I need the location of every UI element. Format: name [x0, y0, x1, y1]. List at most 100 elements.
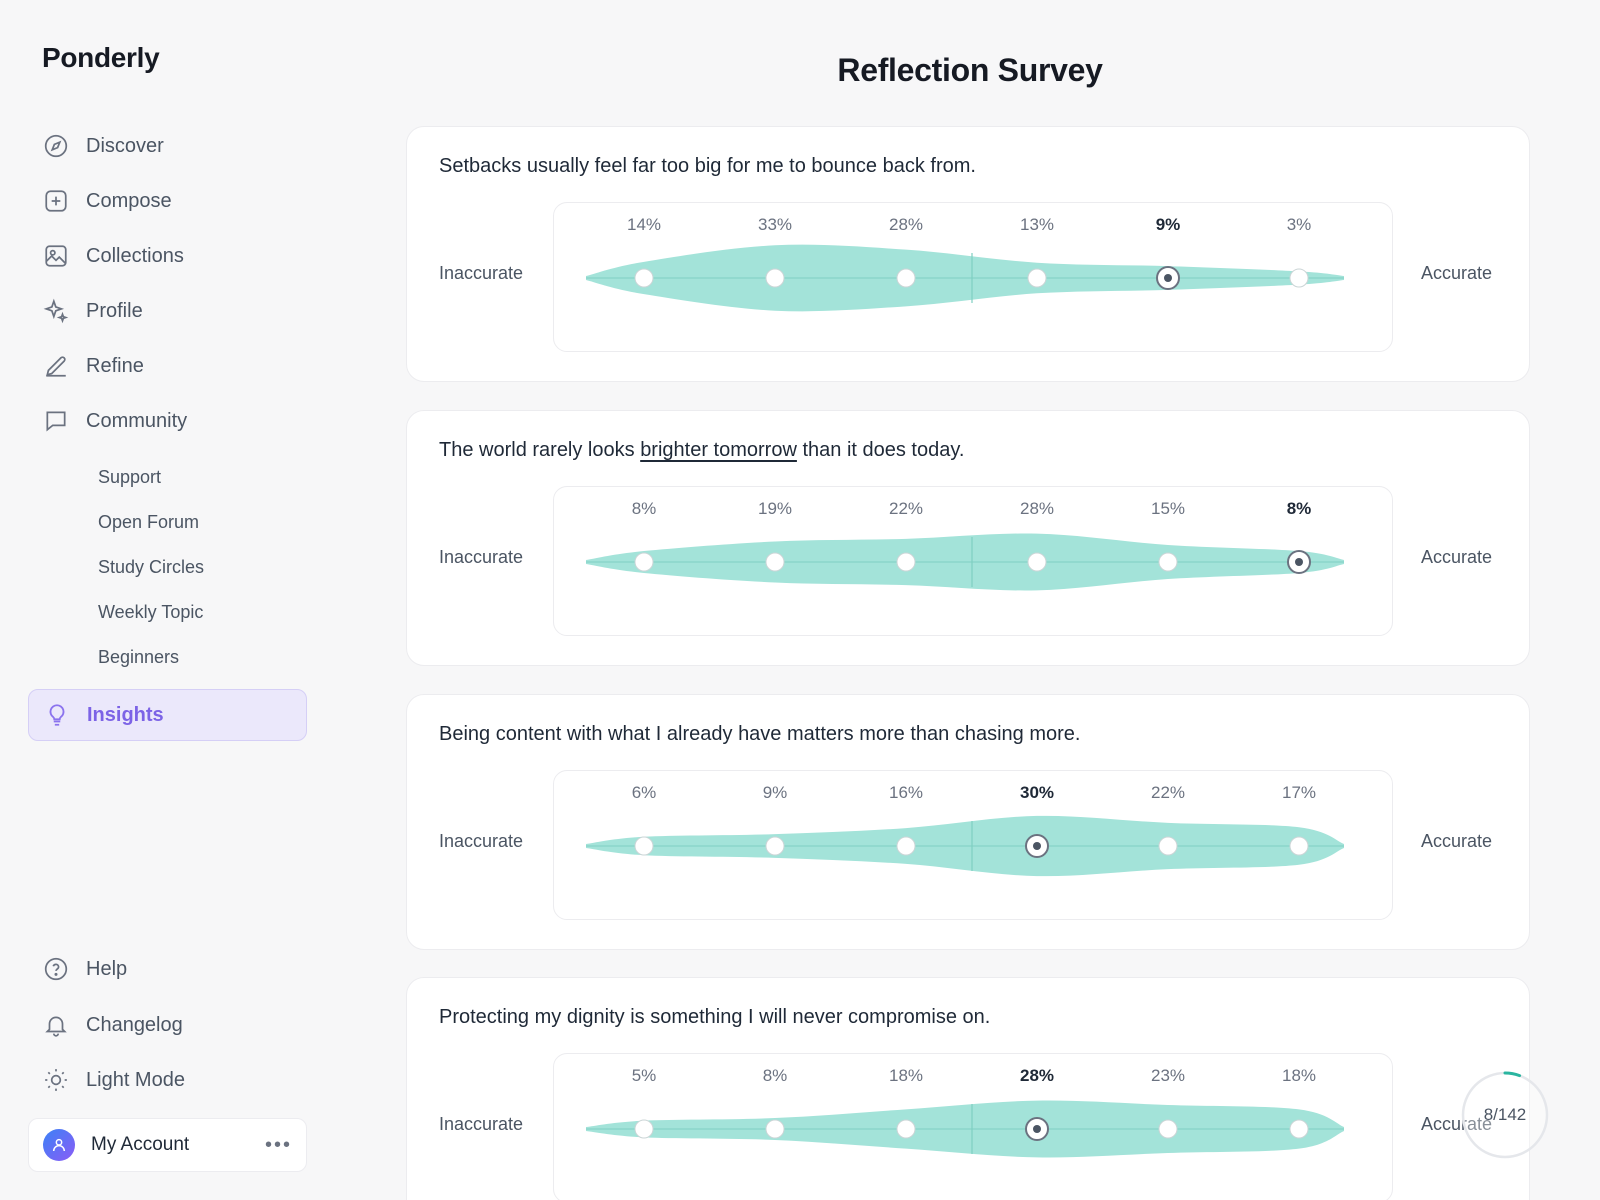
percent-label: 15% — [1150, 499, 1186, 518]
nav-community[interactable]: Community — [42, 401, 187, 441]
percent-label: 9% — [1155, 215, 1181, 234]
percent-label: 19% — [757, 499, 793, 518]
account-button[interactable]: My Account ••• — [28, 1118, 307, 1172]
compass-icon — [42, 132, 70, 160]
image-icon — [42, 242, 70, 270]
nav-label: Compose — [86, 189, 172, 212]
nav-label: Light Mode — [86, 1068, 185, 1091]
nav-profile[interactable]: Profile — [42, 291, 143, 331]
option-radio[interactable] — [1289, 268, 1309, 288]
option-radio[interactable] — [634, 268, 654, 288]
question-text-part: than it does today. — [796, 439, 965, 461]
distribution-violin — [586, 533, 1344, 591]
brand-logo: Ponderly — [42, 42, 160, 73]
scale-label-left: Inaccurate — [439, 263, 524, 283]
percent-label: 16% — [888, 783, 924, 802]
nav-label: Changelog — [86, 1013, 183, 1036]
option-radio[interactable] — [634, 836, 654, 856]
account-label: My Account — [91, 1134, 190, 1155]
question-text: Protecting my dignity is something I wil… — [439, 1006, 990, 1029]
option-radio-selected[interactable] — [1156, 266, 1180, 290]
nav-refine[interactable]: Refine — [42, 346, 144, 386]
sparkle-icon — [42, 297, 70, 325]
question-link[interactable]: brighter tomorrow — [640, 439, 797, 461]
option-radio[interactable] — [1027, 552, 1047, 572]
pencil-icon — [42, 352, 70, 380]
nav-label: Community — [86, 409, 188, 432]
progress-ring — [1461, 1071, 1549, 1159]
nav-label: Discover — [86, 134, 164, 157]
option-radio[interactable] — [896, 268, 916, 288]
nav-discover[interactable]: Discover — [42, 126, 164, 166]
option-radio[interactable] — [896, 1119, 916, 1139]
sub-item-study-circles[interactable]: Study Circles — [98, 557, 205, 577]
option-radio-selected[interactable] — [1287, 550, 1311, 574]
scale-label-right: Accurate — [1421, 1114, 1493, 1134]
scale-label-right: Accurate — [1421, 547, 1493, 567]
sub-item-weekly-topic[interactable]: Weekly Topic — [98, 602, 204, 622]
nav-collections[interactable]: Collections — [42, 236, 184, 276]
percent-label: 13% — [1019, 215, 1055, 234]
percent-label: 22% — [888, 499, 924, 518]
option-radio[interactable] — [1027, 268, 1047, 288]
option-radio[interactable] — [1158, 836, 1178, 856]
option-radio[interactable] — [1289, 836, 1309, 856]
option-radio-selected[interactable] — [1025, 834, 1049, 858]
nav-label: Refine — [86, 354, 144, 377]
percent-label: 33% — [757, 215, 793, 234]
sun-icon — [42, 1066, 70, 1094]
question-card: The world rarely looks brighter tomorrow… — [406, 410, 1530, 666]
nav-compose[interactable]: Compose — [42, 181, 172, 221]
option-radio[interactable] — [896, 552, 916, 572]
nav-light-mode[interactable]: Light Mode — [42, 1060, 185, 1100]
percent-label: 23% — [1150, 1066, 1186, 1085]
scale-label-right: Accurate — [1421, 263, 1493, 283]
question-text: Being content with what I already have m… — [439, 723, 1080, 746]
question-text: The world rarely looks brighter tomorrow… — [439, 439, 964, 462]
scale-label-left: Inaccurate — [439, 831, 524, 851]
nav-label: Profile — [86, 299, 143, 322]
response-scale: 14% 33% 28% 13% 9% 3% — [553, 202, 1393, 352]
lightbulb-icon — [43, 701, 71, 729]
question-card: Being content with what I already have m… — [406, 694, 1530, 950]
option-radio[interactable] — [765, 836, 785, 856]
option-radio[interactable] — [896, 836, 916, 856]
sub-item-open-forum[interactable]: Open Forum — [98, 512, 200, 532]
scale-label-right: Accurate — [1421, 831, 1493, 851]
nav-label: Help — [86, 957, 128, 980]
percent-label: 14% — [626, 215, 662, 234]
question-card: Setbacks usually feel far too big for me… — [406, 126, 1530, 382]
sub-item-beginners[interactable]: Beginners — [98, 647, 180, 667]
option-radio[interactable] — [1158, 552, 1178, 572]
bell-icon — [42, 1011, 70, 1039]
more-options-icon[interactable]: ••• — [264, 1133, 292, 1156]
progress-text: 8/142 — [1483, 1105, 1527, 1124]
question-text-part: Setbacks usually feel far too big for me… — [439, 155, 976, 177]
response-scale: 8% 19% 22% 28% 15% 8% — [553, 486, 1393, 636]
percent-label: 6% — [631, 783, 657, 802]
question-text-part: The world rarely looks — [439, 439, 641, 461]
nav-help[interactable]: Help — [42, 949, 127, 989]
option-radio[interactable] — [765, 268, 785, 288]
page-title: Reflection Survey — [837, 52, 1103, 88]
percent-label: 28% — [1019, 1066, 1055, 1085]
sub-item-support[interactable]: Support — [98, 467, 162, 487]
option-radio-selected[interactable] — [1025, 1117, 1049, 1141]
question-text-part: Protecting my dignity is something I wil… — [439, 1006, 991, 1028]
percent-label: 9% — [762, 783, 788, 802]
nav-insights[interactable]: Insights — [28, 689, 307, 741]
option-radio[interactable] — [634, 1119, 654, 1139]
option-radio[interactable] — [1158, 1119, 1178, 1139]
help-circle-icon — [42, 955, 70, 983]
percent-label: 8% — [631, 499, 657, 518]
option-radio[interactable] — [765, 1119, 785, 1139]
percent-label: 5% — [631, 1066, 657, 1085]
nav-changelog[interactable]: Changelog — [42, 1005, 183, 1045]
progress-indicator: 8/142 — [1460, 1070, 1550, 1160]
percent-label: 17% — [1281, 783, 1317, 802]
option-radio[interactable] — [634, 552, 654, 572]
percent-label: 18% — [888, 1066, 924, 1085]
option-radio[interactable] — [765, 552, 785, 572]
chat-icon — [42, 407, 70, 435]
option-radio[interactable] — [1289, 1119, 1309, 1139]
